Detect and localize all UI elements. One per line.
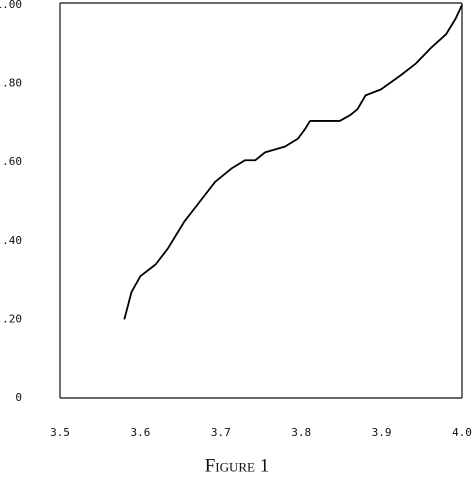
x-tick-label: 3.8 (291, 426, 311, 439)
line-series (123, 4, 463, 320)
chart-title: Figure 1 (205, 455, 270, 476)
x-tick-label: 3.5 (50, 426, 70, 439)
y-tick-label: .40 (2, 234, 22, 247)
x-tick-label: 4.0 (452, 426, 472, 439)
y-tick-label: .20 (2, 312, 22, 325)
x-tick-label: 3.9 (372, 426, 392, 439)
x-tick-label: 3.7 (211, 426, 231, 439)
y-tick-label: 0 (15, 391, 22, 404)
y-tick-label: .80 (2, 77, 22, 90)
x-tick-label: 3.6 (130, 426, 150, 439)
y-tick-label: .60 (2, 155, 22, 168)
y-tick-label: 1.00 (0, 0, 22, 11)
